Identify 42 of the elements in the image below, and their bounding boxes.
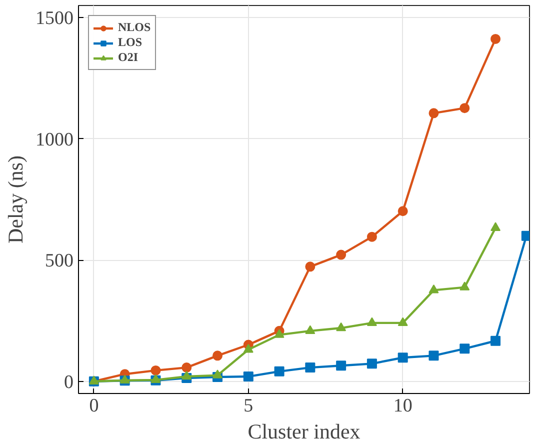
point xyxy=(460,103,470,114)
point xyxy=(336,360,346,371)
point xyxy=(460,282,470,290)
x-axis-title: Cluster index xyxy=(248,420,361,444)
point xyxy=(274,329,284,338)
point xyxy=(182,362,192,373)
point xyxy=(490,336,501,346)
legend-label: O2I xyxy=(118,50,138,65)
point xyxy=(398,352,408,363)
point xyxy=(428,108,439,118)
legend-label: LOS xyxy=(118,35,142,50)
point xyxy=(150,365,161,376)
point xyxy=(366,232,377,242)
point xyxy=(460,344,470,354)
point xyxy=(305,325,316,334)
point xyxy=(212,350,223,361)
y-tick-label: 500 xyxy=(45,250,74,272)
x-tick-label: 0 xyxy=(89,396,99,416)
point xyxy=(182,370,192,380)
point xyxy=(366,317,377,326)
point xyxy=(336,250,346,260)
point xyxy=(366,358,377,369)
point xyxy=(274,366,284,376)
x-tick-label: 10 xyxy=(393,396,412,416)
point xyxy=(305,262,316,272)
point xyxy=(212,370,223,378)
y-axis-title: Delay (ns) xyxy=(4,155,28,244)
y-tick-label: 0 xyxy=(64,372,74,393)
legend-label: NLOS xyxy=(118,20,151,35)
y-tick-label: 1000 xyxy=(36,129,74,150)
point xyxy=(305,362,316,373)
point xyxy=(490,222,501,231)
point xyxy=(490,34,501,44)
point xyxy=(243,344,254,353)
point xyxy=(336,322,346,332)
point xyxy=(428,350,439,361)
point xyxy=(428,284,439,294)
x-tick-label: 5 xyxy=(244,396,254,416)
point xyxy=(398,206,408,216)
point xyxy=(243,372,254,382)
y-tick-label: 1500 xyxy=(36,8,74,30)
point xyxy=(398,317,408,326)
